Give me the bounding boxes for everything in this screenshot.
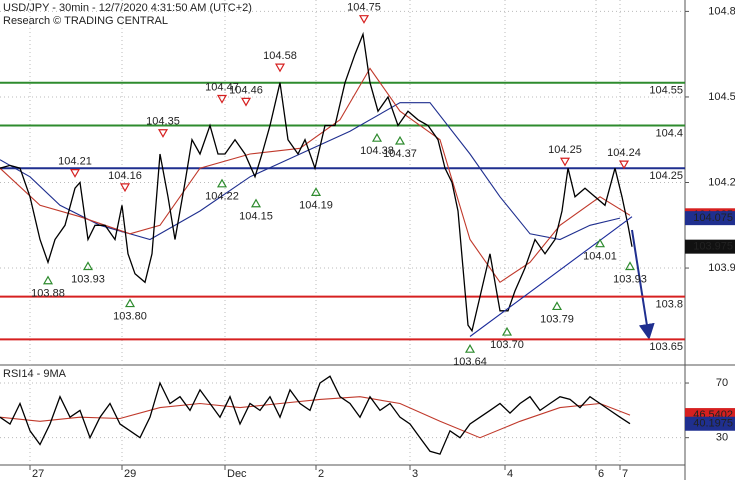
x-tick-label: 4	[507, 468, 513, 480]
low-marker	[501, 326, 513, 336]
annotation-label: 103.70	[490, 339, 524, 351]
high-marker	[69, 169, 81, 178]
low-marker	[42, 275, 54, 285]
high-marker	[559, 157, 571, 167]
annotation-label: 103.64	[453, 356, 487, 368]
low-marker	[394, 135, 406, 145]
level-label: 103.65	[649, 341, 683, 353]
price-tag	[685, 211, 735, 226]
annotation-label: 104.35	[146, 116, 180, 128]
low-marker	[594, 238, 606, 248]
annotation-label: 103.88	[31, 288, 65, 300]
x-tick-label: 6	[598, 468, 604, 480]
high-marker	[157, 129, 169, 138]
low-marker	[551, 301, 563, 311]
annotation-label: 104.24	[607, 147, 641, 159]
low-marker	[310, 187, 322, 196]
x-tick-label: 2	[318, 468, 324, 480]
panel-title: RSI14 - 9MA	[3, 368, 67, 380]
annotation-label: 104.47	[205, 81, 239, 93]
annotation-label: 103.79	[540, 313, 574, 325]
series-line	[0, 396, 631, 439]
low-marker	[371, 132, 383, 142]
level-label: 104.4	[655, 127, 683, 139]
level-label: 104.25	[649, 170, 683, 182]
y-tick-label: 70	[716, 377, 728, 389]
low-marker	[624, 261, 636, 271]
annotation-label: 104.38	[360, 145, 394, 157]
level-label: 103.8	[655, 298, 683, 310]
annotation-label: 103.80	[113, 310, 147, 322]
annotation-label: 104.15	[239, 211, 273, 223]
y-tick-label: 104.2	[708, 176, 735, 188]
price-tag-label: 40.1975	[693, 418, 733, 430]
annotation-label: 104.37	[383, 148, 417, 160]
y-tick-label: 30	[716, 432, 728, 444]
price-tag-label: 103.975	[693, 241, 733, 253]
series-line	[0, 67, 631, 284]
annotation-label: 104.01	[583, 251, 617, 263]
x-tick-label: 3	[412, 468, 418, 480]
chart-title: USD/JPY - 30min - 12/7/2020 4:31:50 AM (…	[3, 2, 252, 14]
annotation-label: 104.16	[108, 170, 142, 182]
high-marker	[216, 94, 228, 104]
low-marker	[124, 298, 136, 308]
annotation-label: 103.93	[71, 273, 105, 285]
high-marker	[240, 97, 252, 107]
forecast-arrow	[631, 229, 655, 340]
high-marker	[618, 160, 630, 170]
low-marker	[82, 261, 94, 271]
x-tick-label: 7	[622, 468, 628, 480]
price-tag-label: 104.075	[693, 212, 733, 224]
high-marker	[358, 15, 370, 24]
series-line	[0, 31, 633, 333]
annotation-label: 104.22	[205, 191, 239, 203]
y-tick-label: 103.9	[708, 262, 735, 274]
low-marker	[216, 178, 228, 188]
annotation-label: 104.46	[229, 84, 263, 96]
x-tick-label: 29	[124, 468, 136, 480]
annotation-label: 104.21	[58, 156, 92, 168]
x-tick-label: 27	[32, 468, 44, 480]
x-tick-label: Dec	[227, 468, 247, 480]
annotation-label: 103.93	[613, 273, 647, 285]
y-tick-label: 104.8	[708, 5, 735, 17]
price-tag	[685, 239, 735, 254]
series-line	[0, 375, 631, 455]
annotation-label: 104.25	[548, 144, 582, 156]
low-marker	[464, 343, 476, 353]
high-marker	[274, 63, 286, 73]
annotation-label: 104.75	[347, 2, 381, 14]
series-line	[469, 216, 633, 337]
price-tag	[685, 416, 735, 431]
chart-subtitle: Research © TRADING CENTRAL	[3, 15, 168, 27]
annotation-label: 104.58	[263, 50, 297, 62]
high-marker	[119, 183, 131, 193]
annotation-label: 104.19	[299, 199, 333, 211]
y-tick-label: 104.5	[708, 91, 735, 103]
level-label: 104.55	[649, 85, 683, 97]
low-marker	[250, 198, 262, 208]
